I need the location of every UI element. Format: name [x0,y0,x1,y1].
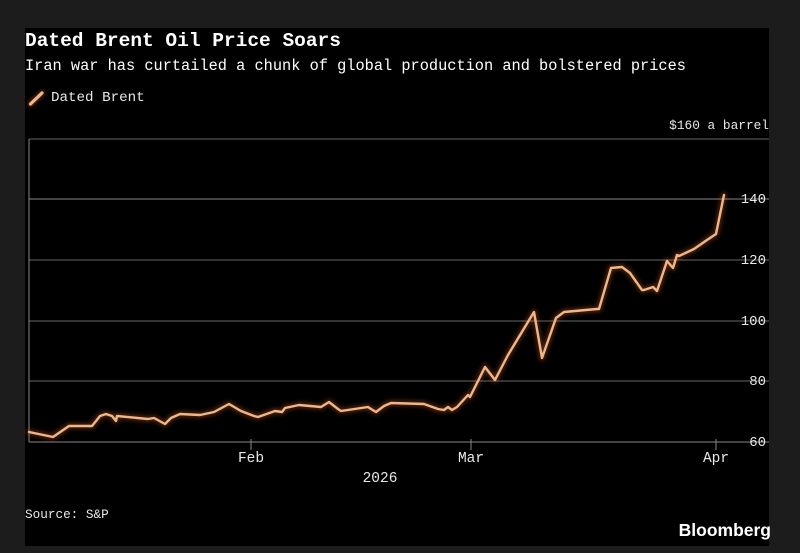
svg-text:140: 140 [741,192,766,208]
svg-text:120: 120 [741,253,766,269]
svg-text:100: 100 [741,314,766,330]
svg-text:80: 80 [749,374,766,390]
svg-text:Mar: Mar [458,451,484,467]
svg-text:Feb: Feb [238,451,264,467]
svg-text:60: 60 [749,435,766,451]
svg-text:2026: 2026 [363,471,398,487]
svg-text:Apr: Apr [703,451,729,467]
